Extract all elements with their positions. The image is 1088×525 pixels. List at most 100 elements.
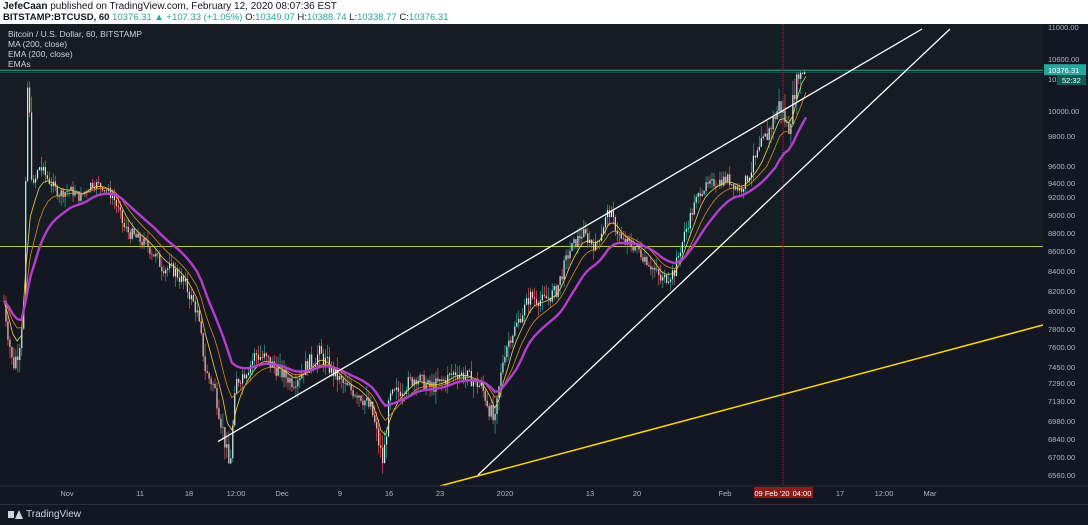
- candle-body: [583, 229, 585, 237]
- candle-body: [703, 190, 705, 194]
- candle-body: [125, 226, 127, 228]
- candle-body: [62, 190, 64, 197]
- candle-body: [208, 373, 210, 379]
- candle-body: [98, 182, 100, 184]
- upper-band: [0, 24, 1043, 247]
- candle-body: [210, 378, 212, 385]
- candle-body: [382, 447, 384, 464]
- candle-body: [42, 166, 45, 171]
- candle-body: [188, 291, 190, 300]
- price-tick-label: 9600.00: [1048, 162, 1075, 171]
- candle-body: [508, 340, 510, 347]
- candle-body: [238, 378, 240, 383]
- candle-body: [794, 94, 796, 100]
- candle-body: [506, 346, 508, 358]
- price-tick-label: 8800.00: [1048, 229, 1075, 238]
- candle-body: [151, 253, 153, 255]
- candle-body: [533, 297, 536, 299]
- candle-body: [257, 354, 260, 360]
- candle-body: [658, 269, 660, 275]
- candle-body: [486, 400, 488, 407]
- candle-body: [368, 397, 370, 407]
- candle-body: [687, 228, 689, 230]
- candle-body: [295, 386, 297, 388]
- candle-body: [409, 377, 411, 379]
- candle-body: [535, 298, 538, 304]
- candle-body: [733, 184, 735, 190]
- candle-body: [646, 256, 648, 265]
- legend-emas[interactable]: EMAs: [8, 59, 31, 69]
- candle-body: [561, 276, 563, 280]
- last-price-badge: [1044, 64, 1086, 76]
- candle-body: [662, 277, 664, 281]
- legend-title[interactable]: Bitcoin / U.S. Dollar, 60, BITSTAMP: [8, 29, 142, 39]
- candle-body: [307, 361, 309, 373]
- candle-body: [340, 375, 342, 379]
- price-tick-label: 7130.00: [1048, 397, 1075, 406]
- footer-bar: TradingView: [0, 504, 1088, 525]
- candle-body: [522, 315, 524, 323]
- candle-body: [70, 186, 72, 191]
- candle-body: [656, 269, 658, 271]
- candle-body: [25, 181, 27, 304]
- candle-body: [171, 263, 173, 265]
- candle-body: [650, 266, 652, 270]
- legend-ma[interactable]: MA (200, close): [8, 39, 68, 49]
- price-tick-label: 8200.00: [1048, 287, 1075, 296]
- candle-body: [7, 321, 9, 340]
- chart-legend: Bitcoin / U.S. Dollar, 60, BITSTAMP MA (…: [8, 29, 142, 69]
- chart-area[interactable]: 11000.0010600.0010200.0010000.009800.009…: [0, 24, 1088, 504]
- candle-body: [316, 354, 319, 366]
- candle-body: [496, 397, 498, 414]
- price-tick-label: 7600.00: [1048, 343, 1075, 352]
- candle-body: [318, 345, 321, 355]
- candle-body: [244, 374, 246, 379]
- price-tick-label: 6700.00: [1048, 453, 1075, 462]
- candle-body: [449, 373, 451, 375]
- candle-body: [721, 179, 723, 186]
- candle-body: [744, 175, 747, 189]
- candle-body: [21, 328, 23, 349]
- candle-body: [17, 356, 19, 361]
- symbol-quote-line: BITSTAMP:BTCUSD, 60 10376.31 ▲ +107.33 (…: [3, 12, 449, 23]
- candle-body: [782, 110, 784, 113]
- candle-body: [602, 227, 605, 234]
- price-tick-label: 10600.00: [1048, 55, 1079, 64]
- candle-body: [293, 387, 295, 388]
- candle-body: [770, 128, 772, 130]
- price-axis[interactable]: [1043, 24, 1088, 504]
- symbol-label[interactable]: BITSTAMP:BTCUSD, 60: [3, 12, 110, 23]
- legend-ema[interactable]: EMA (200, close): [8, 49, 73, 59]
- candle-body: [593, 244, 595, 251]
- candle-body: [34, 178, 37, 183]
- candle-body: [709, 180, 711, 184]
- candle-body: [196, 310, 198, 313]
- candle-body: [677, 256, 680, 258]
- candle-body: [137, 233, 139, 238]
- candle-body: [654, 267, 656, 270]
- candle-body: [433, 382, 435, 392]
- publish-line: JefeCaan published on TradingView.com, F…: [3, 1, 337, 12]
- time-tick-label: Feb: [719, 489, 732, 498]
- candle-body: [324, 357, 327, 367]
- tradingview-brand[interactable]: TradingView: [8, 509, 81, 520]
- candle-body: [200, 321, 202, 334]
- candle-body: [664, 274, 666, 278]
- candle-body: [689, 213, 691, 229]
- candle-body: [220, 418, 222, 428]
- candle-body: [78, 191, 80, 201]
- candle-body: [614, 217, 616, 231]
- candle-body: [768, 128, 770, 140]
- candle-body: [259, 357, 261, 360]
- candle-body: [478, 385, 480, 388]
- candle-body: [762, 136, 764, 139]
- time-tick-label: 13: [586, 489, 594, 498]
- candle-body: [748, 177, 751, 182]
- price-tick-label: 9000.00: [1048, 211, 1075, 220]
- candle-body: [397, 387, 400, 392]
- candle-body: [267, 355, 269, 357]
- author-name[interactable]: JefeCaan: [3, 1, 48, 12]
- price-chart[interactable]: 11000.0010600.0010200.0010000.009800.009…: [0, 24, 1088, 504]
- candle-body: [573, 239, 575, 243]
- candle-body: [729, 174, 731, 185]
